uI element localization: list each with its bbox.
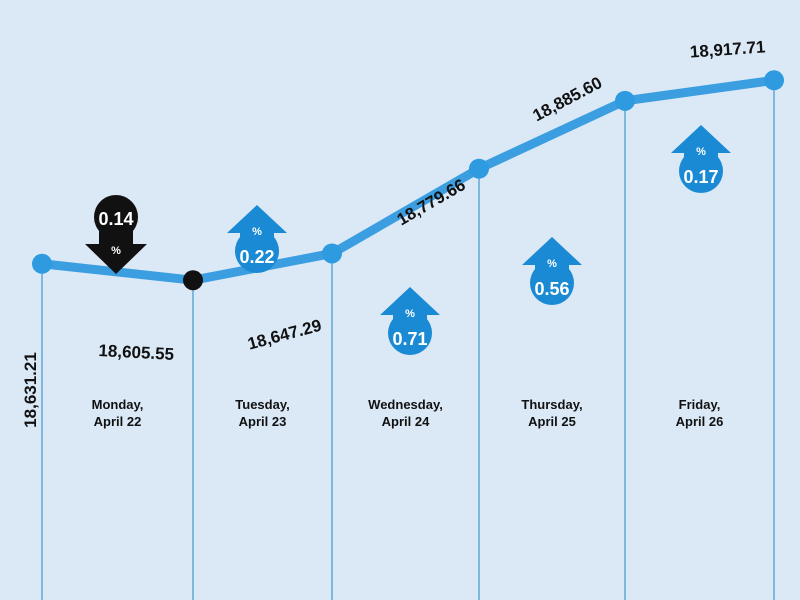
arrow-up-head <box>380 287 440 329</box>
data-point-5 <box>764 70 784 91</box>
day-label-line1-4: Friday, <box>679 397 721 412</box>
value-label-5: 18,917.71 <box>689 37 766 61</box>
change-value-0: 0.14 <box>98 209 133 229</box>
change-unit-4: % <box>696 146 706 158</box>
series-line <box>37 75 779 285</box>
change-badge-down-0: 0.14% <box>85 195 147 274</box>
data-point-0 <box>32 253 52 274</box>
day-label-line2-1: April 23 <box>239 414 287 429</box>
change-badge-up-1: % 0.22 <box>227 205 287 273</box>
day-label-line2-0: April 22 <box>94 414 142 429</box>
arrow-up-head <box>522 237 582 279</box>
change-badge-up-3: % 0.56 <box>522 237 582 305</box>
day-label-line2-4: April 26 <box>676 414 724 429</box>
change-unit-0: % <box>111 245 121 257</box>
change-value-1: 0.22 <box>239 247 274 267</box>
arrow-down-head <box>85 229 147 274</box>
day-label-line1-3: Thursday, <box>521 397 582 412</box>
change-unit-2: % <box>405 308 415 320</box>
day-label-line1-1: Tuesday, <box>235 397 289 412</box>
arrow-up-head <box>671 125 731 167</box>
day-label-line1-2: Wednesday, <box>368 397 443 412</box>
change-value-3: 0.56 <box>534 279 569 299</box>
day-label-line1-0: Monday, <box>92 397 144 412</box>
arrow-up-head <box>227 205 287 247</box>
change-badge-up-4: % 0.17 <box>671 125 731 193</box>
change-unit-1: % <box>252 226 262 238</box>
day-label-line2-2: April 24 <box>382 414 430 429</box>
change-value-4: 0.17 <box>683 167 718 187</box>
change-badge-up-2: % 0.71 <box>380 287 440 355</box>
value-label-3: 18,779.66 <box>394 175 469 229</box>
data-point-2 <box>322 243 342 264</box>
value-label-2: 18,647.29 <box>246 316 324 354</box>
value-label-1: 18,605.55 <box>98 341 175 364</box>
arrow-down-icon <box>94 195 138 239</box>
change-value-2: 0.71 <box>392 329 427 349</box>
change-unit-3: % <box>547 258 557 270</box>
day-label-line2-3: April 25 <box>528 414 576 429</box>
data-point-1 <box>183 270 203 291</box>
data-point-3 <box>469 158 489 179</box>
value-label-0: 18,631.21 <box>21 352 40 428</box>
data-point-4 <box>615 90 635 111</box>
